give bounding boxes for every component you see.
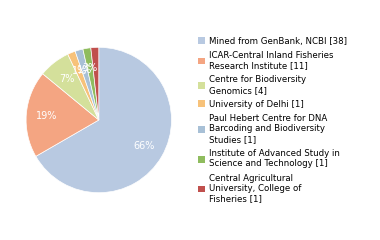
Text: 1%: 1% bbox=[77, 65, 92, 75]
Legend: Mined from GenBank, NCBI [38], ICAR-Central Inland Fisheries
Research Institute : Mined from GenBank, NCBI [38], ICAR-Cent… bbox=[198, 37, 347, 204]
Text: 3%: 3% bbox=[82, 63, 98, 73]
Wedge shape bbox=[26, 74, 99, 156]
Text: 7%: 7% bbox=[59, 74, 74, 84]
Text: 66%: 66% bbox=[133, 141, 155, 151]
Wedge shape bbox=[75, 49, 99, 120]
Wedge shape bbox=[36, 47, 171, 193]
Wedge shape bbox=[91, 47, 99, 120]
Wedge shape bbox=[43, 54, 99, 120]
Wedge shape bbox=[83, 48, 99, 120]
Wedge shape bbox=[68, 51, 99, 120]
Text: 1%: 1% bbox=[71, 66, 87, 77]
Text: 19%: 19% bbox=[36, 111, 57, 121]
